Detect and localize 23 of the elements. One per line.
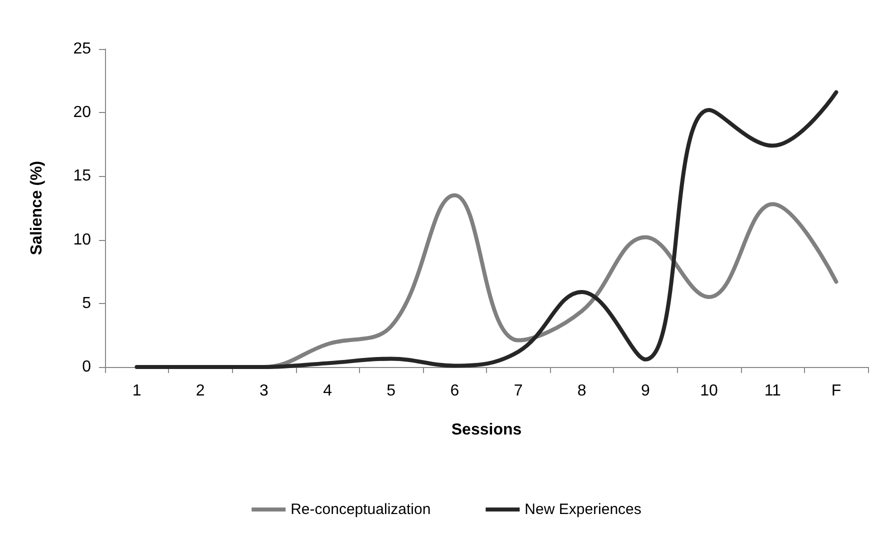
x-tick-label: 4: [323, 382, 332, 400]
y-tick-label: 0: [82, 358, 92, 376]
x-tick-label: F: [831, 382, 842, 400]
x-tick-label: 11: [764, 382, 782, 400]
legend-label: New Experiences: [524, 501, 642, 518]
y-tick-label: 25: [73, 40, 92, 58]
x-tick-label: 2: [196, 382, 205, 400]
y-tick-label: 10: [73, 231, 92, 248]
x-axis-title: Sessions: [451, 422, 522, 438]
x-tick-label: 6: [450, 382, 460, 400]
y-axis-title: Salience (%): [28, 160, 46, 256]
line-series: [134, 90, 838, 369]
y-tick-label: 5: [82, 294, 92, 312]
x-tick-label: 10: [700, 382, 718, 400]
y-tick-label: 20: [73, 104, 92, 122]
x-tick-label: 8: [577, 382, 586, 400]
x-tick-label: 7: [514, 382, 523, 400]
x-tick-label: 3: [260, 382, 269, 400]
x-tick-label: 5: [386, 382, 396, 400]
x-tick-label: 1: [132, 382, 142, 400]
legend-label: Re-conceptualization: [290, 501, 431, 518]
x-tick-label: 9: [641, 382, 650, 400]
y-tick-label: 15: [73, 168, 92, 185]
